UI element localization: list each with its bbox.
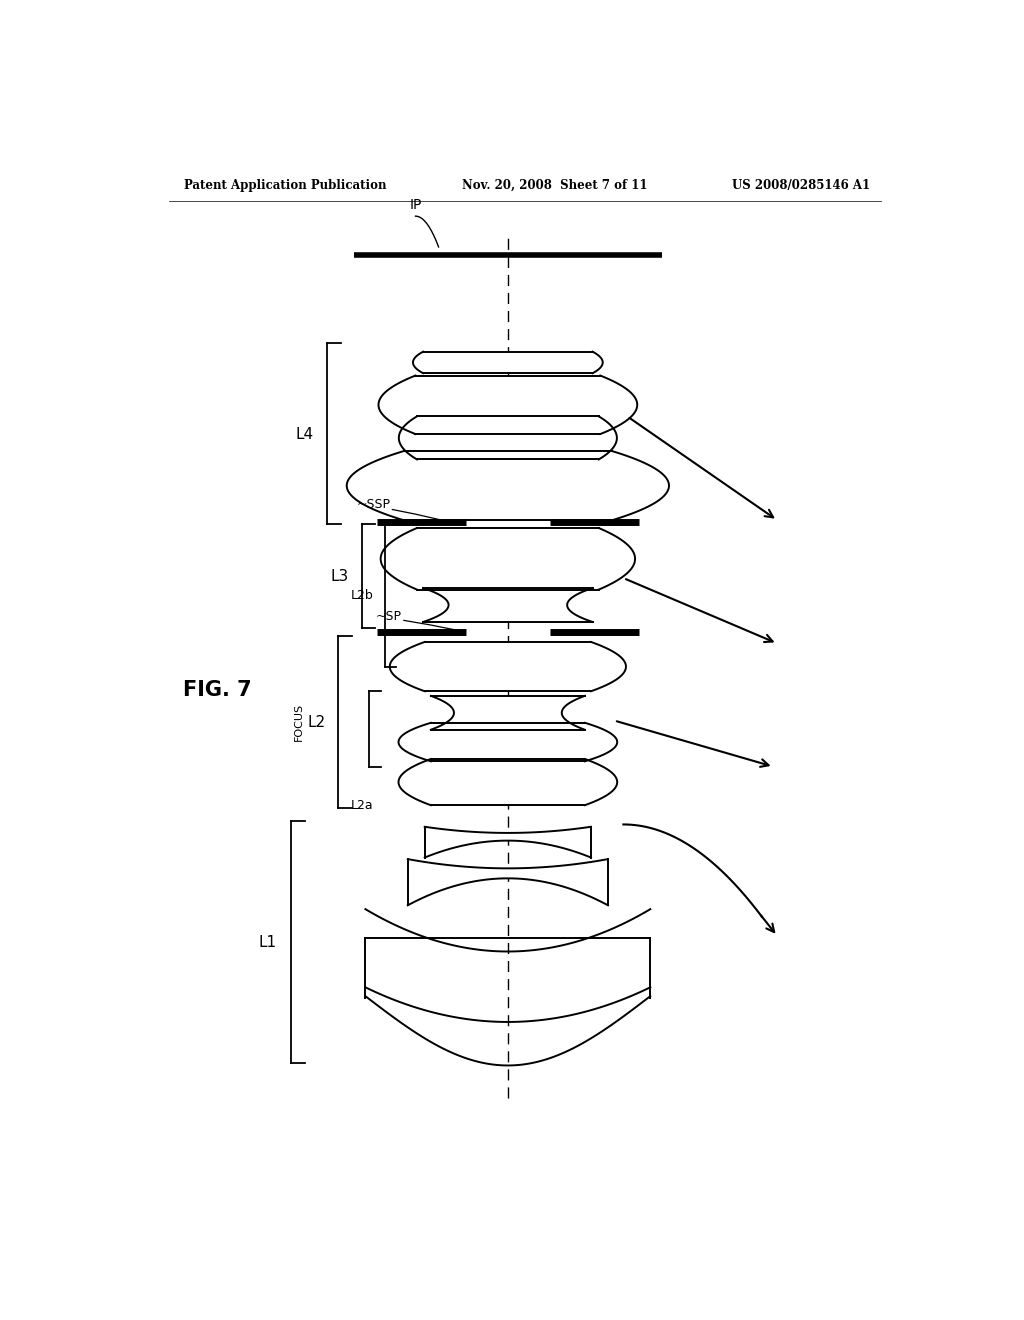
Polygon shape xyxy=(398,723,617,762)
Text: L2a: L2a xyxy=(350,799,373,812)
Polygon shape xyxy=(390,642,626,692)
Polygon shape xyxy=(431,696,585,730)
Text: IP: IP xyxy=(410,198,422,213)
Polygon shape xyxy=(408,859,608,906)
Polygon shape xyxy=(425,826,591,858)
Text: FOCUS: FOCUS xyxy=(294,704,304,741)
Text: L4: L4 xyxy=(296,426,313,442)
Text: L2: L2 xyxy=(307,714,326,730)
Text: US 2008/0285146 A1: US 2008/0285146 A1 xyxy=(731,178,869,191)
Polygon shape xyxy=(381,528,635,590)
Text: ~SP: ~SP xyxy=(376,610,401,623)
Polygon shape xyxy=(398,416,616,459)
Text: Patent Application Publication: Patent Application Publication xyxy=(184,178,387,191)
Text: L1: L1 xyxy=(259,935,276,950)
Polygon shape xyxy=(423,589,593,622)
Text: L2b: L2b xyxy=(350,589,373,602)
Text: Nov. 20, 2008  Sheet 7 of 11: Nov. 20, 2008 Sheet 7 of 11 xyxy=(462,178,647,191)
Text: ~SSP: ~SSP xyxy=(356,499,391,511)
Polygon shape xyxy=(398,759,617,805)
Text: L3: L3 xyxy=(330,569,348,583)
Polygon shape xyxy=(379,376,637,434)
Text: FIG. 7: FIG. 7 xyxy=(183,680,252,700)
Polygon shape xyxy=(347,451,669,520)
Polygon shape xyxy=(413,351,603,374)
